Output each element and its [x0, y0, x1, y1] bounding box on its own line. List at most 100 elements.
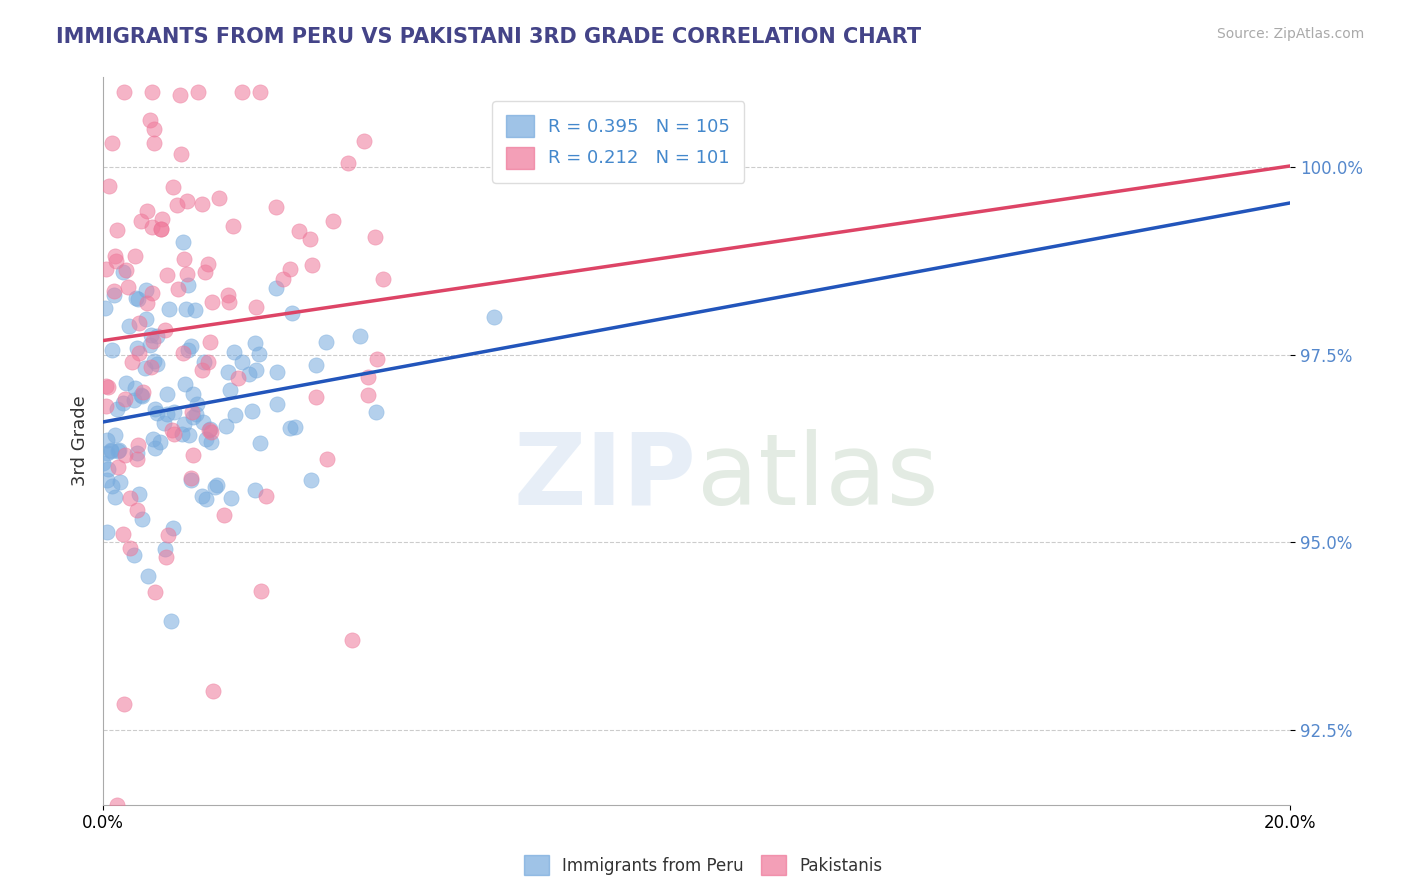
Point — [254, 490, 277, 504]
Point — [190, 197, 212, 211]
Point — [142, 432, 165, 446]
Point — [245, 300, 267, 314]
Point — [152, 416, 174, 430]
Text: IMMIGRANTS FROM PERU VS PAKISTANI 3RD GRADE CORRELATION CHART: IMMIGRANTS FROM PERU VS PAKISTANI 3RD GR… — [56, 27, 921, 46]
Point — [231, 355, 253, 369]
Point — [96, 433, 118, 447]
Point — [120, 491, 142, 505]
Point — [208, 191, 231, 205]
Point — [101, 343, 124, 357]
Point — [200, 435, 222, 450]
Point — [284, 420, 307, 434]
Point — [100, 479, 122, 493]
Point — [217, 366, 239, 380]
Point — [340, 632, 363, 647]
Point — [150, 212, 173, 227]
Point — [212, 508, 235, 522]
Point — [150, 222, 173, 236]
Point — [122, 393, 145, 408]
Point — [141, 327, 163, 342]
Point — [193, 355, 215, 369]
Point — [127, 452, 149, 467]
Point — [112, 698, 135, 712]
Point — [160, 614, 183, 628]
Point — [201, 684, 224, 698]
Point — [219, 383, 242, 397]
Point — [180, 471, 202, 485]
Point — [141, 360, 163, 375]
Point — [281, 306, 304, 320]
Point — [117, 279, 139, 293]
Point — [373, 272, 395, 286]
Legend: R = 0.395   N = 105, R = 0.212   N = 101: R = 0.395 N = 105, R = 0.212 N = 101 — [492, 101, 744, 183]
Point — [107, 460, 129, 475]
Point — [266, 397, 288, 411]
Point — [97, 379, 120, 393]
Point — [155, 323, 177, 337]
Point — [315, 334, 337, 349]
Point — [107, 797, 129, 812]
Point — [169, 88, 191, 103]
Point — [204, 479, 226, 493]
Point — [146, 406, 169, 420]
Point — [155, 549, 177, 564]
Point — [245, 483, 267, 498]
Point — [153, 542, 176, 557]
Point — [366, 351, 388, 366]
Point — [128, 346, 150, 360]
Point — [166, 198, 188, 212]
Point — [96, 524, 118, 539]
Point — [183, 303, 205, 318]
Point — [135, 283, 157, 297]
Point — [198, 423, 221, 437]
Point — [288, 224, 311, 238]
Point — [143, 122, 166, 136]
Point — [305, 358, 328, 372]
Point — [176, 268, 198, 282]
Point — [305, 390, 328, 404]
Point — [174, 302, 197, 317]
Point — [111, 265, 134, 279]
Legend: Immigrants from Peru, Pakistanis: Immigrants from Peru, Pakistanis — [516, 847, 890, 884]
Point — [104, 249, 127, 263]
Point — [136, 569, 159, 583]
Point — [228, 370, 250, 384]
Point — [170, 146, 193, 161]
Point — [194, 265, 217, 279]
Point — [200, 425, 222, 439]
Point — [94, 399, 117, 413]
Point — [128, 316, 150, 330]
Point — [127, 341, 149, 355]
Point — [162, 521, 184, 535]
Point — [353, 134, 375, 148]
Point — [114, 449, 136, 463]
Point — [97, 461, 120, 475]
Point — [156, 387, 179, 401]
Point — [280, 421, 302, 435]
Point — [131, 512, 153, 526]
Point — [172, 235, 194, 249]
Point — [177, 343, 200, 358]
Point — [100, 444, 122, 458]
Point — [141, 86, 163, 100]
Point — [94, 262, 117, 277]
Point — [112, 86, 135, 100]
Point — [176, 278, 198, 293]
Point — [222, 219, 245, 234]
Point — [143, 441, 166, 455]
Point — [108, 475, 131, 490]
Point — [118, 541, 141, 555]
Point — [224, 345, 246, 359]
Point — [186, 397, 208, 411]
Point — [181, 387, 204, 401]
Point — [356, 388, 378, 402]
Point — [195, 492, 218, 507]
Point — [111, 526, 134, 541]
Point — [108, 442, 131, 457]
Point — [163, 405, 186, 419]
Point — [224, 409, 246, 423]
Point — [129, 213, 152, 227]
Point — [183, 448, 205, 462]
Point — [316, 452, 339, 467]
Point — [264, 281, 287, 295]
